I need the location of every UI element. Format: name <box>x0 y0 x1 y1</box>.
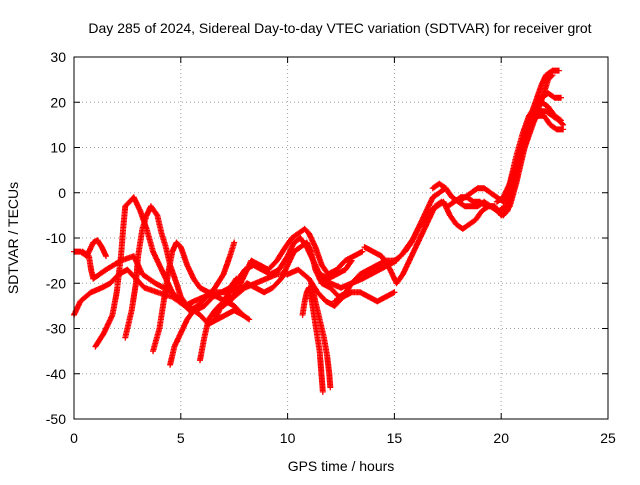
x-tick-label: 20 <box>493 430 509 446</box>
y-tick-label: -30 <box>46 321 66 337</box>
series-markers <box>331 289 398 305</box>
x-tick-label: 5 <box>177 430 185 446</box>
series-markers <box>299 284 326 395</box>
x-tick-label: 15 <box>387 430 403 446</box>
y-tick-label: -40 <box>46 366 66 382</box>
series-markers <box>502 72 556 214</box>
chart-title: Day 285 of 2024, Sidereal Day-to-day VTE… <box>88 20 591 36</box>
series-markers <box>167 307 246 368</box>
series-arc-15 <box>331 289 398 305</box>
y-tick-label: 10 <box>50 140 66 156</box>
y-axis-label: SDTVAR / TECUs <box>5 182 21 294</box>
series-arc-09 <box>212 235 355 323</box>
series-arc-12 <box>299 284 326 395</box>
x-axis-label: GPS time / hours <box>288 458 395 474</box>
series-arc-07 <box>167 307 246 368</box>
series-markers <box>308 280 334 391</box>
series-markers <box>493 67 562 205</box>
series-arc-05 <box>122 203 240 341</box>
y-tick-label: -10 <box>46 230 66 246</box>
series-markers <box>122 203 240 341</box>
y-tick-label: -50 <box>46 411 66 427</box>
x-tick-label: 25 <box>600 430 616 446</box>
y-tick-label: 20 <box>50 94 66 110</box>
data-layer <box>71 67 567 395</box>
x-tick-label: 10 <box>280 430 296 446</box>
y-tick-label: 0 <box>58 185 66 201</box>
y-tick-label: -20 <box>46 275 66 291</box>
series-arc-13 <box>308 280 334 391</box>
grid <box>74 57 608 419</box>
series-arc-21 <box>502 72 556 214</box>
series-markers <box>212 235 355 323</box>
x-tick-label: 0 <box>70 430 78 446</box>
series-arc-20 <box>493 67 562 205</box>
ticks: 0 5 10 15 20 25 -50 -40 -30 -20 -10 0 10 20 30 <box>46 49 616 446</box>
y-tick-label: 30 <box>50 49 66 65</box>
